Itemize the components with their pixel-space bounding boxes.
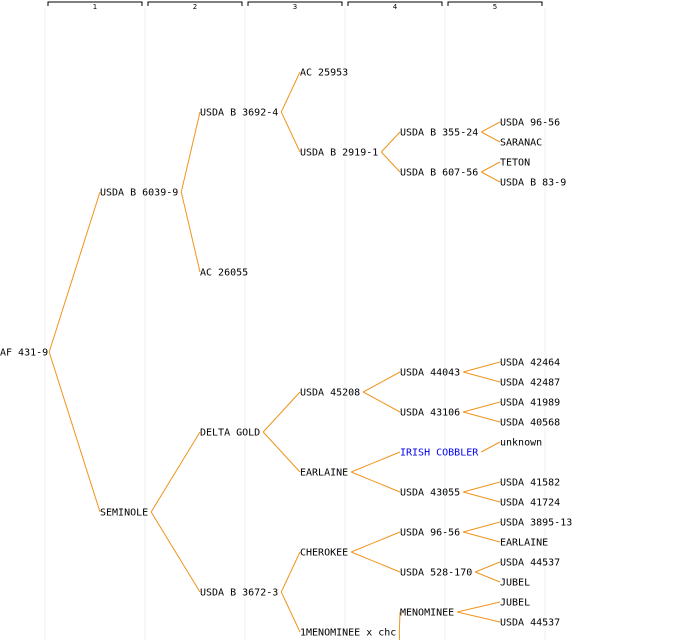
pedigree-edge xyxy=(150,431,201,513)
pedigree-edge xyxy=(280,551,301,593)
pedigree-edge xyxy=(481,161,501,173)
pedigree-node: USDA 528-170 xyxy=(400,568,472,579)
pedigree-node: USDA 41989 xyxy=(500,398,560,409)
pedigree-node: MENOMINEE xyxy=(400,608,454,619)
pedigree-node: USDA 44043 xyxy=(400,368,460,379)
pedigree-edge xyxy=(362,371,401,393)
pedigree-edge xyxy=(362,391,401,413)
pedigree-edge xyxy=(457,601,501,613)
pedigree-node: USDA B 355-24 xyxy=(400,128,478,139)
pedigree-node: USDA 45208 xyxy=(300,388,360,399)
generation-label: 4 xyxy=(393,3,398,11)
generation-bracket xyxy=(247,1,343,6)
pedigree-node: unknown xyxy=(500,438,542,449)
pedigree-edge xyxy=(350,551,401,573)
pedigree-edge xyxy=(280,71,301,113)
pedigree-node: EARLAINE xyxy=(300,468,348,479)
pedigree-node: USDA 96-56 xyxy=(500,118,560,129)
generation-columns: 1 2 3 4 5 xyxy=(44,1,546,640)
pedigree-edge xyxy=(475,561,501,573)
pedigree-node: USDA B 6039-9 xyxy=(100,188,178,199)
pedigree-edge xyxy=(280,111,301,153)
pedigree-node-link[interactable]: IRISH COBBLER xyxy=(400,448,479,459)
pedigree-edge xyxy=(481,441,501,453)
pedigree-edge xyxy=(350,471,401,493)
generation-bracket xyxy=(447,1,543,6)
pedigree-nodes: AC 25953 USDA 96-56 SARANAC USDA B 355-24 TE… xyxy=(0,68,572,639)
generation-label: 3 xyxy=(293,3,297,11)
pedigree-edge xyxy=(457,611,501,623)
pedigree-edge xyxy=(150,511,201,593)
pedigree-node: TETON xyxy=(500,158,530,169)
pedigree-node: USDA 3895-13 xyxy=(500,518,572,529)
pedigree-edge xyxy=(48,191,101,353)
pedigree-edge xyxy=(262,391,301,433)
generation-label: 5 xyxy=(493,3,497,11)
pedigree-node: USDA 43106 xyxy=(400,408,460,419)
generation-bracket xyxy=(347,1,443,6)
pedigree-node: EARLAINE xyxy=(500,538,548,549)
pedigree-edge xyxy=(463,411,501,423)
pedigree-node: JUBEL xyxy=(500,578,530,589)
pedigree-edge xyxy=(481,131,501,143)
pedigree-node: USDA 41582 xyxy=(500,478,560,489)
pedigree-node: SARANAC xyxy=(500,138,542,149)
pedigree-edge xyxy=(463,361,501,373)
pedigree-node: USDA B 3692-4 xyxy=(200,108,278,119)
pedigree-node: DELTA GOLD xyxy=(200,428,260,439)
pedigree-node: AC 25953 xyxy=(300,68,348,79)
pedigree-edge xyxy=(380,151,401,173)
pedigree-node: USDA B 3672-3 xyxy=(200,588,278,599)
pedigree-edge xyxy=(380,131,401,153)
pedigree-node: USDA 44537 xyxy=(500,618,560,629)
pedigree-edge xyxy=(398,611,401,633)
pedigree-edge xyxy=(180,111,201,193)
pedigree-edge xyxy=(48,351,101,513)
pedigree-edge xyxy=(463,531,501,543)
pedigree-edge xyxy=(463,481,501,493)
pedigree-edge xyxy=(350,451,401,473)
pedigree-node: AF 431-9 xyxy=(0,348,48,359)
pedigree-node: CHEROKEE xyxy=(300,548,348,559)
pedigree-node: USDA 41724 xyxy=(500,498,560,509)
pedigree-node: AC 26055 xyxy=(200,268,248,279)
generation-label: 2 xyxy=(193,3,197,11)
pedigree-edge xyxy=(463,371,501,383)
generation-bracket xyxy=(147,1,243,6)
pedigree-node: USDA 44537 xyxy=(500,558,560,569)
pedigree-edge xyxy=(180,191,201,273)
generation-bracket xyxy=(47,1,143,6)
pedigree-node: USDA B 607-56 xyxy=(400,168,478,179)
pedigree-edge xyxy=(481,121,501,133)
pedigree-edge xyxy=(463,401,501,413)
pedigree-node: USDA B 83-9 xyxy=(500,178,566,189)
pedigree-node: JUBEL xyxy=(500,598,530,609)
pedigree-edge xyxy=(475,571,501,583)
pedigree-node: USDA 96-56 xyxy=(400,528,460,539)
pedigree-node: 1MENOMINEE x chc xyxy=(300,628,396,639)
pedigree-node: USDA 42487 xyxy=(500,378,560,389)
pedigree-edge xyxy=(280,591,301,633)
pedigree-node: SEMINOLE xyxy=(100,508,148,519)
pedigree-edge xyxy=(481,171,501,183)
pedigree-edge xyxy=(463,491,501,503)
pedigree-node: USDA 42464 xyxy=(500,358,560,369)
generation-label: 1 xyxy=(93,3,97,11)
pedigree-node: USDA 40568 xyxy=(500,418,560,429)
pedigree-edge xyxy=(262,431,301,473)
pedigree-node: USDA 43055 xyxy=(400,488,460,499)
pedigree-edge xyxy=(350,531,401,553)
pedigree-edge xyxy=(398,631,401,640)
pedigree-node: USDA B 2919-1 xyxy=(300,148,378,159)
pedigree-edge xyxy=(463,521,501,533)
pedigree-edges xyxy=(48,71,501,640)
